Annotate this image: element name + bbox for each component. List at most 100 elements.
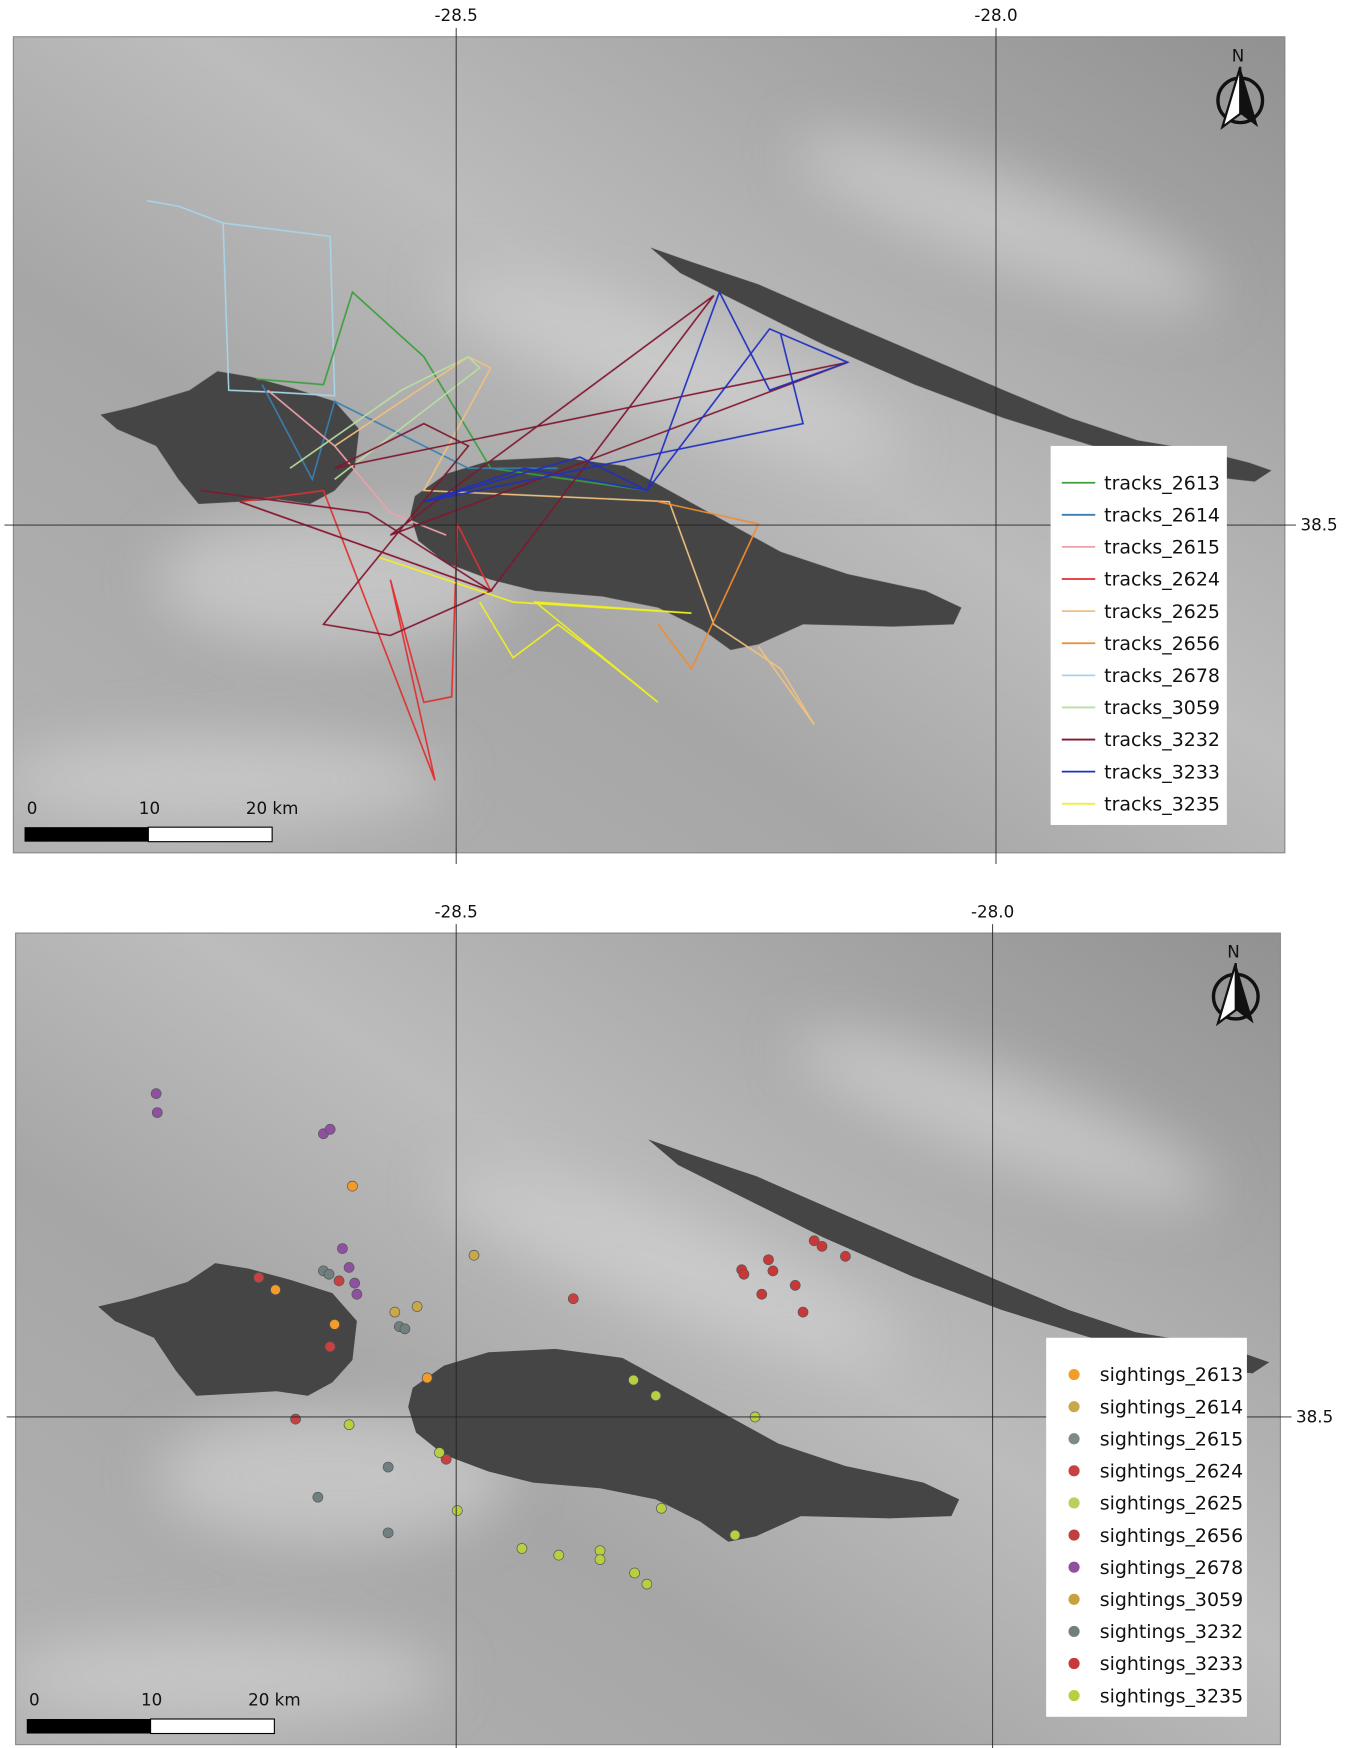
sighting (344, 1263, 354, 1273)
sighting (390, 1307, 400, 1317)
longitude-label: -28.5 (435, 5, 478, 25)
sighting (270, 1285, 280, 1295)
sighting (730, 1530, 740, 1540)
sighting (325, 1124, 335, 1134)
sighting (383, 1528, 393, 1538)
scale-label: 20 km (248, 1690, 301, 1710)
legend-label: tracks_3232 (1104, 729, 1220, 751)
legend-swatch (1068, 1658, 1079, 1669)
sighting (763, 1255, 773, 1265)
legend-label: tracks_2614 (1104, 505, 1220, 527)
legend-label: sightings_2624 (1100, 1461, 1243, 1483)
sighting (330, 1319, 340, 1329)
scale-label: 0 (29, 1690, 40, 1710)
legend-label: sightings_3232 (1100, 1621, 1243, 1643)
scale-label: 10 (139, 798, 160, 818)
sighting (324, 1269, 334, 1279)
legend-label: tracks_2624 (1104, 569, 1220, 591)
sighting (790, 1280, 800, 1290)
legend-swatch (1068, 1562, 1079, 1573)
sighting (628, 1375, 638, 1385)
sighting (630, 1568, 640, 1578)
sighting (817, 1241, 827, 1251)
map-figure: -28.5-28.038.5N01020 kmtracks_2613tracks… (0, 0, 1354, 1748)
legend-label: sightings_2678 (1100, 1557, 1243, 1579)
sighting (350, 1278, 360, 1288)
legend-label: tracks_2615 (1104, 537, 1220, 559)
legend-label: tracks_2625 (1104, 601, 1220, 623)
legend-swatch (1068, 1594, 1079, 1605)
scale-bar (151, 1719, 275, 1733)
sighting (325, 1342, 335, 1352)
legend-label: tracks_2613 (1104, 472, 1220, 494)
scale-bar (148, 827, 272, 841)
sighting (337, 1244, 347, 1254)
sighting (254, 1273, 264, 1283)
legend-label: tracks_3233 (1104, 761, 1220, 783)
legend-label: sightings_2656 (1100, 1525, 1243, 1547)
legend-swatch (1068, 1369, 1079, 1380)
sighting (739, 1269, 749, 1279)
sighting (554, 1550, 564, 1560)
sighting (642, 1579, 652, 1589)
legend-label: sightings_3059 (1100, 1589, 1243, 1611)
sighting (434, 1448, 444, 1458)
sighting (517, 1543, 527, 1553)
page: {"maps":[ {"lon_labels":["-28.5","-28.0"… (0, 0, 1354, 1748)
sighting (352, 1289, 362, 1299)
sighting (334, 1276, 344, 1286)
legend-swatch (1068, 1690, 1079, 1701)
sighting (757, 1289, 767, 1299)
legend-label: sightings_2614 (1100, 1396, 1243, 1418)
sighting (840, 1251, 850, 1261)
sighting (383, 1462, 393, 1472)
legend-swatch (1068, 1497, 1079, 1508)
sighting (656, 1503, 666, 1513)
scale-bar (25, 827, 149, 841)
sighting (151, 1089, 161, 1099)
legend-swatch (1068, 1401, 1079, 1412)
sighting (469, 1250, 479, 1260)
scale-label: 0 (27, 798, 38, 818)
sighting (412, 1302, 422, 1312)
sighting (768, 1266, 778, 1276)
legend-label: sightings_2625 (1100, 1493, 1243, 1515)
latitude-label: 38.5 (1300, 515, 1337, 535)
longitude-label: -28.5 (435, 901, 478, 921)
legend-label: tracks_3235 (1104, 793, 1220, 815)
legend-swatch (1068, 1626, 1079, 1637)
legend-label: sightings_2613 (1100, 1364, 1243, 1386)
sighting (400, 1324, 410, 1334)
legend-label: tracks_3059 (1104, 697, 1220, 719)
legend-label: tracks_2678 (1104, 665, 1220, 687)
north-label: N (1227, 942, 1240, 962)
sighting (152, 1108, 162, 1118)
sighting (422, 1373, 432, 1383)
legend-swatch (1068, 1465, 1079, 1476)
scale-label: 10 (141, 1690, 162, 1710)
legend-label: sightings_2615 (1100, 1428, 1243, 1450)
legend-label: sightings_3233 (1100, 1653, 1243, 1675)
sighting (651, 1391, 661, 1401)
sighting (291, 1414, 301, 1424)
sighting (568, 1294, 578, 1304)
legend: sightings_2613 sightings_2614 sightings_26… (1046, 1338, 1247, 1717)
sighting (347, 1181, 357, 1191)
legend-swatch (1068, 1530, 1079, 1541)
legend-label: sightings_3235 (1100, 1685, 1243, 1707)
sighting (595, 1546, 605, 1556)
sighting (344, 1420, 354, 1430)
scale-label: 20 km (246, 798, 299, 818)
latitude-label: 38.5 (1296, 1406, 1333, 1426)
legend: tracks_2613 tracks_2614 tracks_2615 tracks_… (1051, 446, 1227, 825)
sighting (595, 1555, 605, 1565)
longitude-label: -28.0 (974, 5, 1017, 25)
sighting (798, 1307, 808, 1317)
legend-label: tracks_2656 (1104, 633, 1220, 655)
north-label: N (1232, 45, 1245, 65)
scale-bar (27, 1719, 151, 1733)
longitude-label: -28.0 (971, 901, 1014, 921)
sighting (313, 1492, 323, 1502)
legend-swatch (1068, 1433, 1079, 1444)
sighting (452, 1506, 462, 1516)
